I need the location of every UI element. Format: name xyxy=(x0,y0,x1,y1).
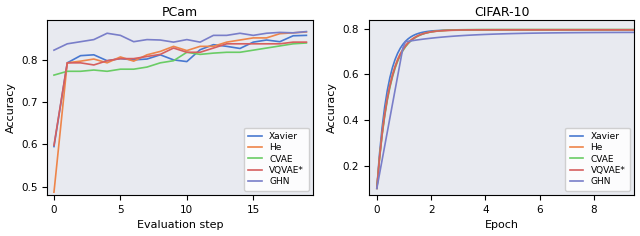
Legend: Xavier, He, CVAE, VQVAE*, GHN: Xavier, He, CVAE, VQVAE*, GHN xyxy=(244,128,308,191)
Legend: Xavier, He, CVAE, VQVAE*, GHN: Xavier, He, CVAE, VQVAE*, GHN xyxy=(565,128,630,191)
X-axis label: Evaluation step: Evaluation step xyxy=(137,220,223,230)
Y-axis label: Accuracy: Accuracy xyxy=(6,82,15,133)
Y-axis label: Accuracy: Accuracy xyxy=(327,82,337,133)
Title: CIFAR-10: CIFAR-10 xyxy=(474,6,529,19)
Title: PCam: PCam xyxy=(162,6,198,19)
X-axis label: Epoch: Epoch xyxy=(484,220,518,230)
